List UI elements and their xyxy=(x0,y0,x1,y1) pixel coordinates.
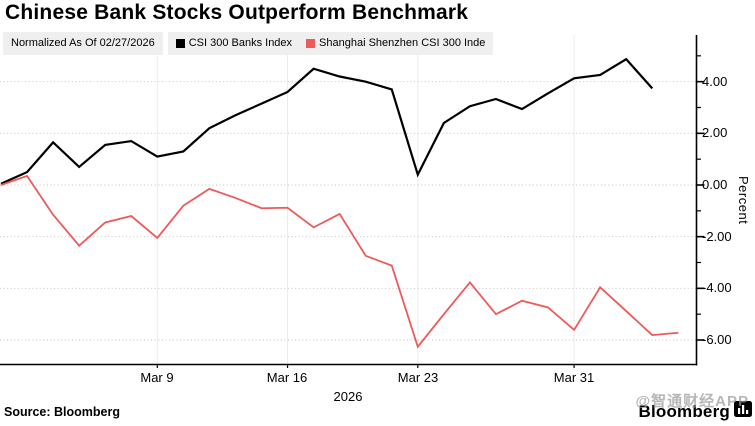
legend-label-csi-300: Shanghai Shenzhen CSI 300 Inde xyxy=(319,37,486,49)
y-axis-label-n4: -4.00 xyxy=(702,280,732,295)
legend-note: Normalized As Of 02/27/2026 xyxy=(11,37,155,49)
red-series-swatch-icon xyxy=(306,39,316,48)
chart-legend: Normalized As Of 02/27/2026 CSI 300 Bank… xyxy=(3,32,494,55)
watermark-text: @智通财经APP xyxy=(635,393,749,410)
y-axis-label-4: 4.00 xyxy=(702,74,728,89)
bloomberg-brand-label: Bloomberg xyxy=(638,401,730,421)
legend-note-chip: Normalized As Of 02/27/2026 xyxy=(3,32,163,55)
x-axis-label-mar31: Mar 31 xyxy=(553,370,595,385)
bloomberg-logo-icon xyxy=(734,401,752,422)
legend-label-csi-300-banks: CSI 300 Banks Index xyxy=(188,37,293,49)
y-axis-label-n2: -2.00 xyxy=(702,229,732,244)
bloomberg-brand: Bloomberg xyxy=(638,401,752,422)
x-axis-label-mar16: Mar 16 xyxy=(266,370,308,385)
legend-entry-csi-300-banks: CSI 300 Banks Index xyxy=(175,37,293,49)
y-axis-label-0: 0.00 xyxy=(702,177,728,192)
x-axis-year-label: 2026 xyxy=(333,389,363,404)
line-chart-plot-area xyxy=(0,35,705,368)
chart-title: Chinese Bank Stocks Outperform Benchmark xyxy=(5,1,469,24)
series-line-csi-300 xyxy=(0,174,679,349)
source-credit: Source: Bloomberg xyxy=(4,405,120,419)
series-line-csi-300-banks xyxy=(0,57,654,185)
x-axis-label-mar23: Mar 23 xyxy=(397,370,439,385)
black-series-swatch-icon xyxy=(175,39,185,48)
y-axis-label-2: 2.00 xyxy=(702,125,728,140)
x-axis-label-mar9: Mar 9 xyxy=(140,370,174,385)
y-axis-title: Percent xyxy=(736,176,751,225)
legend-entry-csi-300: Shanghai Shenzhen CSI 300 Inde xyxy=(306,38,485,49)
legend-series-chip: CSI 300 Banks Index Shanghai Shenzhen CS… xyxy=(167,32,494,55)
y-axis-label-n6: -6.00 xyxy=(702,332,732,347)
